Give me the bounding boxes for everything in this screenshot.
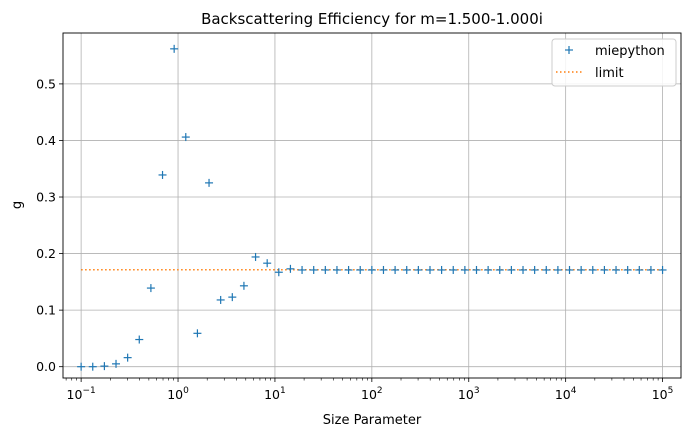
legend-plus-marker: [565, 46, 573, 54]
x-tick-exponent: 5: [668, 386, 674, 396]
data-point: [623, 265, 632, 274]
data-point: [425, 265, 434, 274]
data-point: [495, 265, 504, 274]
legend-marker-miepython: [565, 46, 573, 54]
data-point: [356, 265, 365, 274]
data-point: [216, 295, 225, 304]
x-tick-exponent: 3: [474, 386, 480, 396]
x-axis-label: Size Parameter: [323, 413, 422, 428]
data-point: [251, 252, 260, 261]
data-point: [193, 329, 202, 338]
data-point: [449, 265, 458, 274]
x-tick-label: 102: [361, 386, 383, 402]
data-point: [542, 265, 551, 274]
data-point: [135, 335, 144, 344]
y-tick-label: 0.5: [36, 76, 56, 91]
x-tick-exponent: 4: [571, 386, 577, 396]
data-point: [77, 362, 86, 371]
data-point: [321, 265, 330, 274]
data-point: [88, 362, 97, 371]
data-point: [553, 265, 562, 274]
x-tick-base: 10: [458, 387, 474, 402]
data-point: [530, 265, 539, 274]
x-tick-base: 10: [167, 387, 183, 402]
x-tick-base: 10: [361, 387, 377, 402]
legend: miepython limit: [551, 38, 677, 87]
x-tick-label: 101: [264, 386, 286, 402]
y-tick-label: 0.0: [36, 359, 56, 374]
y-tick-label: 0.1: [36, 303, 56, 318]
data-point: [228, 293, 237, 302]
y-axis: 0.0 0.1 0.2 0.3 0.4 0.5: [36, 76, 63, 374]
x-tick-label: 104: [555, 386, 577, 402]
x-tick-label: 103: [458, 386, 480, 402]
data-point: [484, 265, 493, 274]
data-point: [588, 265, 597, 274]
data-point: [123, 353, 132, 362]
data-point: [402, 265, 411, 274]
legend-box: [551, 38, 677, 87]
data-point: [507, 265, 516, 274]
y-tick-label: 0.4: [36, 133, 56, 148]
data-point: [158, 170, 167, 179]
x-tick-base: 10: [555, 387, 571, 402]
x-tick-label: 100: [167, 386, 189, 402]
data-point: [112, 359, 121, 368]
y-tick-label: 0.2: [36, 246, 56, 261]
x-tick-base: 10: [264, 387, 280, 402]
data-point: [146, 284, 155, 293]
data-point: [286, 264, 295, 273]
x-tick-base: 10: [652, 387, 668, 402]
data-point: [577, 265, 586, 274]
data-point: [379, 265, 388, 274]
data-point: [565, 265, 574, 274]
data-point: [205, 178, 214, 187]
data-point: [646, 265, 655, 274]
data-point: [367, 265, 376, 274]
data-point: [635, 265, 644, 274]
data-point: [519, 265, 528, 274]
data-point: [170, 44, 179, 53]
data-point: [658, 265, 667, 274]
data-point: [263, 259, 272, 268]
data-point: [309, 265, 318, 274]
x-axis: 10−1 100 101 102 103 104 105: [65, 378, 674, 402]
data-point: [437, 265, 446, 274]
data-point: [298, 265, 307, 274]
x-tick-exponent: 2: [377, 386, 383, 396]
x-tick-exponent: 1: [280, 386, 286, 396]
x-tick-label: 105: [652, 386, 674, 402]
data-point: [414, 265, 423, 274]
y-axis-label: g: [10, 201, 25, 209]
data-point: [472, 265, 481, 274]
data-point: [332, 265, 341, 274]
data-point: [612, 265, 621, 274]
legend-label-miepython: miepython: [595, 44, 665, 59]
x-tick-exponent: −1: [82, 386, 95, 396]
miepython-series: [77, 44, 667, 371]
data-point: [274, 268, 283, 277]
x-tick-base: 10: [67, 387, 83, 402]
data-point: [600, 265, 609, 274]
x-tick-exponent: 0: [183, 386, 189, 396]
y-tick-label: 0.3: [36, 190, 56, 205]
chart-title: Backscattering Efficiency for m=1.500-1.…: [201, 10, 543, 28]
data-point: [391, 265, 400, 274]
data-point: [100, 362, 109, 371]
x-tick-label: 10−1: [67, 386, 96, 402]
legend-label-limit: limit: [595, 66, 624, 81]
data-point: [239, 281, 248, 290]
data-point: [344, 265, 353, 274]
data-point: [460, 265, 469, 274]
data-point: [181, 133, 190, 142]
grid: [63, 33, 681, 378]
